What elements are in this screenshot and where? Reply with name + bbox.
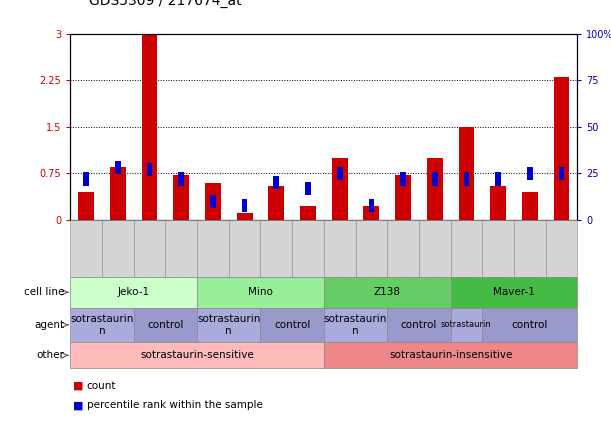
Text: other: other (36, 350, 64, 360)
Bar (337, 167, 343, 180)
Bar (522, 192, 538, 220)
Bar (554, 77, 569, 220)
Bar (178, 173, 184, 186)
Bar (274, 176, 279, 189)
Bar (110, 167, 126, 220)
Bar (332, 158, 348, 220)
Text: control: control (274, 320, 310, 330)
Bar (142, 34, 158, 220)
Bar (300, 206, 316, 220)
Text: sotrastaurin: sotrastaurin (441, 320, 492, 330)
Text: Z138: Z138 (374, 287, 401, 297)
Text: count: count (87, 381, 116, 391)
Text: sotrastaurin
n: sotrastaurin n (197, 314, 260, 336)
Bar (400, 173, 406, 186)
Text: control: control (401, 320, 437, 330)
Bar (242, 198, 247, 212)
Bar (464, 173, 469, 186)
Bar (490, 186, 506, 220)
Text: percentile rank within the sample: percentile rank within the sample (87, 400, 263, 410)
Text: sotrastaurin
n: sotrastaurin n (70, 314, 134, 336)
Bar (496, 173, 501, 186)
Bar (395, 175, 411, 220)
Bar (427, 158, 443, 220)
Text: sotrastaurin-insensitive: sotrastaurin-insensitive (389, 350, 512, 360)
Text: sotrastaurin
n: sotrastaurin n (324, 314, 387, 336)
Text: cell line: cell line (24, 287, 64, 297)
Bar (205, 183, 221, 220)
Text: Jeko-1: Jeko-1 (117, 287, 150, 297)
Bar (305, 182, 311, 195)
Text: Mino: Mino (248, 287, 273, 297)
Text: control: control (147, 320, 183, 330)
Text: agent: agent (34, 320, 64, 330)
Text: ■: ■ (73, 400, 84, 410)
Bar (368, 198, 374, 212)
Bar (83, 173, 89, 186)
Text: control: control (511, 320, 548, 330)
Bar (527, 167, 533, 180)
Bar (558, 167, 565, 180)
Text: ■: ■ (73, 381, 84, 391)
Bar (236, 212, 252, 220)
Bar (432, 173, 437, 186)
Bar (458, 127, 474, 220)
Text: sotrastaurin-sensitive: sotrastaurin-sensitive (140, 350, 254, 360)
Text: Maver-1: Maver-1 (493, 287, 535, 297)
Bar (174, 175, 189, 220)
Bar (268, 186, 284, 220)
Bar (210, 195, 216, 208)
Bar (115, 161, 120, 174)
Bar (364, 206, 379, 220)
Bar (147, 163, 152, 176)
Bar (78, 192, 94, 220)
Text: GDS5309 / 217674_at: GDS5309 / 217674_at (89, 0, 241, 8)
